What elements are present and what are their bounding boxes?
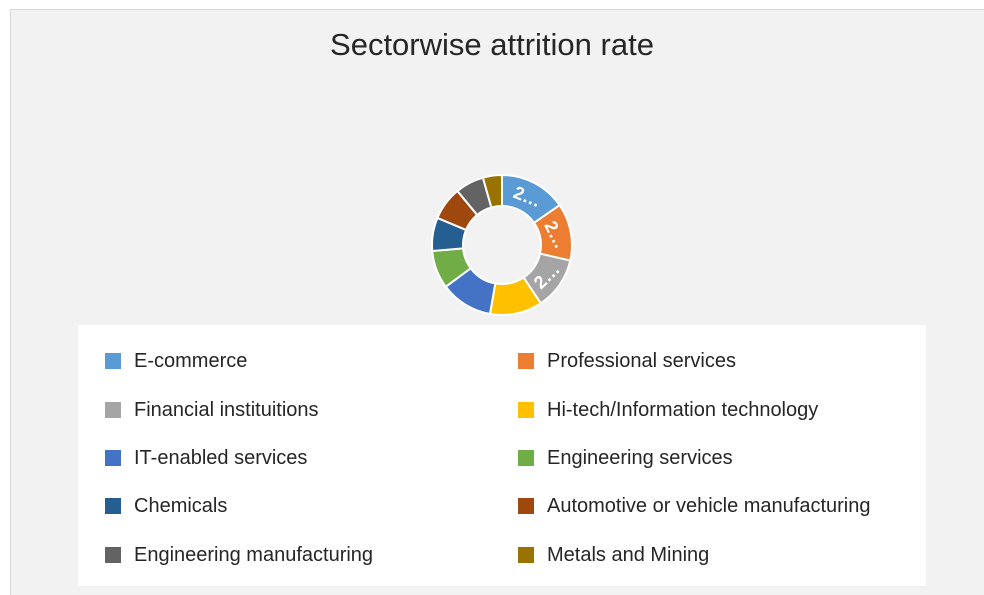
legend-swatch (105, 353, 121, 369)
legend-swatch (518, 450, 534, 466)
legend-label: E-commerce (134, 349, 248, 372)
legend-label: Professional services (547, 349, 736, 372)
legend-swatch (518, 498, 534, 514)
chart-legend: E-commerce Professional services Financial… (78, 325, 926, 586)
legend-label: IT-enabled services (134, 446, 308, 469)
legend-entry: Engineering manufacturing (105, 543, 373, 567)
legend-swatch (105, 402, 121, 418)
legend-entry: IT-enabled services (105, 446, 307, 470)
legend-label: Engineering services (547, 446, 733, 469)
legend-entry: Metals and Mining (518, 543, 709, 567)
legend-label: Hi-tech/Information technology (547, 398, 819, 421)
legend-swatch (518, 353, 534, 369)
legend-entry: Financial instituitions (105, 398, 319, 422)
chart-title: Sectorwise attrition rate (330, 27, 654, 62)
legend-entry: Automotive or vehicle manufacturing (518, 494, 871, 518)
legend-label: Metals and Mining (547, 543, 710, 566)
legend-entry: Hi-tech/Information technology (518, 398, 818, 422)
legend-label: Engineering manufacturing (134, 543, 374, 566)
legend-swatch (518, 547, 534, 563)
legend-swatch (105, 450, 121, 466)
legend-entry: Chemicals (105, 494, 227, 518)
legend-swatch (518, 402, 534, 418)
legend-label: Financial instituitions (134, 398, 319, 421)
legend-entry: Engineering services (518, 446, 733, 470)
legend-label: Chemicals (134, 494, 228, 517)
legend-entry: Professional services (518, 349, 736, 373)
donut-slice (481, 173, 503, 209)
legend-swatch (105, 547, 121, 563)
legend-label: Automotive or vehicle manufacturing (547, 494, 871, 517)
legend-swatch (105, 498, 121, 514)
legend-entry: E-commerce (105, 349, 247, 373)
